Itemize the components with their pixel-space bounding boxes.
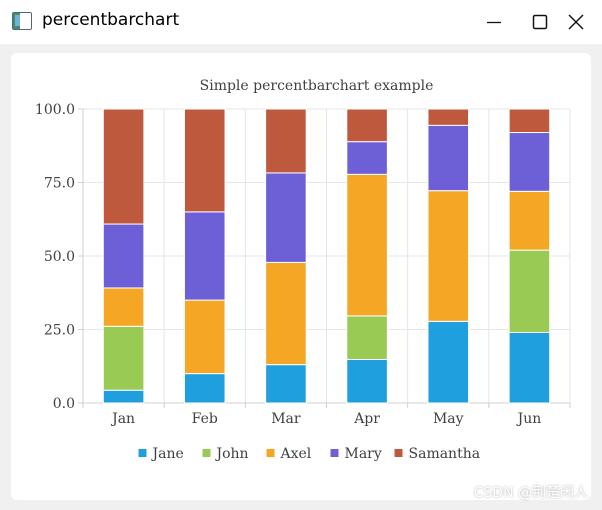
y-tick-label: 25.0 (44, 323, 75, 339)
x-tick-label: Jan (110, 411, 135, 427)
window-title: percentbarchart (42, 10, 180, 30)
legend-label-samantha: Samantha (409, 446, 481, 462)
legend-label-mary: Mary (345, 446, 382, 462)
app-icon (12, 12, 32, 30)
bar-axel-jun (508, 190, 551, 251)
bar-mary-mar (265, 172, 307, 263)
bar-jane-may (427, 320, 470, 404)
legend-swatch-axel (266, 449, 275, 457)
legend-swatch-jane (138, 449, 147, 457)
bar-john-jan (102, 325, 145, 391)
legend-label-axel: Axel (280, 446, 312, 462)
x-tick-label: Apr (353, 411, 380, 427)
x-tick-label: Mar (271, 411, 301, 427)
bar-jane-feb (183, 373, 226, 404)
bar-samantha-feb (183, 108, 226, 213)
y-tick-label: 100.0 (35, 102, 75, 118)
bar-samantha-may (427, 108, 470, 126)
x-tick-label: Jun (516, 411, 542, 427)
bar-samantha-jun (508, 108, 551, 134)
legend-swatch-mary (330, 449, 339, 457)
bar-mary-jan (102, 223, 145, 289)
bar-jane-jun (508, 331, 551, 404)
y-tick-label: 50.0 (44, 249, 75, 265)
bar-samantha-jan (102, 108, 145, 225)
bar-axel-feb (183, 299, 226, 375)
bar-samantha-apr (346, 108, 388, 143)
minimize-icon (487, 21, 501, 24)
bar-axel-may (427, 190, 470, 322)
bar-axel-jan (102, 287, 145, 327)
y-tick-label: 0.0 (53, 396, 75, 412)
close-button[interactable] (553, 0, 599, 44)
bar-mary-may (427, 124, 470, 192)
bar-jane-mar (265, 364, 307, 404)
bar-axel-apr (346, 173, 388, 317)
bar-mary-feb (183, 211, 226, 301)
maximize-icon (532, 14, 548, 30)
bar-john-jun (508, 249, 551, 333)
percent-bar-chart: Simple percentbarchart example 0.0 25.0 50.… (35, 78, 571, 462)
chart-title: Simple percentbarchart example (200, 78, 434, 94)
bar-mary-jun (508, 132, 551, 192)
maximize-button[interactable] (517, 0, 563, 44)
bar-jane-apr (346, 358, 388, 404)
x-tick-label: Feb (192, 411, 218, 427)
chart-view: Simple percentbarchart example 0.0 25.0 50.… (11, 53, 591, 500)
legend-label-john: John (215, 446, 249, 462)
title-bar[interactable]: percentbarchart (0, 0, 602, 44)
legend-label-jane: Jane (151, 446, 184, 462)
bar-axel-mar (265, 261, 307, 366)
bar-samantha-mar (265, 108, 307, 174)
bar-mary-apr (346, 141, 388, 175)
y-tick-label: 75.0 (44, 176, 75, 192)
minimize-button[interactable] (471, 0, 517, 44)
bar-john-apr (346, 315, 388, 360)
close-icon (568, 14, 584, 30)
x-tick-label: May (433, 411, 464, 427)
legend-swatch-samantha (394, 449, 403, 457)
bar-jane-jan (102, 389, 145, 404)
watermark: CSDN @荆楚闲人 (473, 485, 588, 501)
legend-swatch-john (202, 449, 211, 457)
